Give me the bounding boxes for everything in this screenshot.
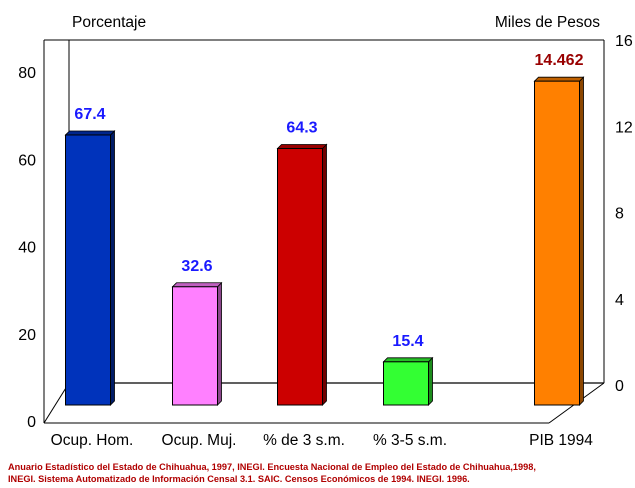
bar-side-face [110,130,115,406]
bar-data-label: 15.4 [392,333,423,350]
category-label: % 3-5 s.m. [373,432,447,449]
bar [534,80,580,406]
text-layer: 0 20 40 60 80 0 4 8 12 16 Porcentaje Miles de Pesos… [18,14,633,449]
bar-side-face [322,143,327,406]
source-note-line-2: INEGI. Sistema Automatizado de Informaci… [8,474,470,484]
bar [65,134,111,406]
bars-layer [64,76,585,406]
bar-data-label: 64.3 [286,119,317,136]
bar-data-label: 32.6 [181,258,212,275]
right-axis-title: Miles de Pesos [495,14,600,31]
category-label: Ocup. Muj. [162,432,237,449]
bar-top-face [276,144,328,149]
left-axis-tick-label: 20 [18,327,36,344]
left-axis-tick-label: 80 [18,65,36,82]
bar-data-label: 67.4 [74,106,105,123]
left-axis-tick-label: 0 [27,414,36,431]
right-axis-tick-label: 8 [615,206,624,223]
source-note-line-1: Anuario Estadístico del Estado de Chihua… [8,462,536,472]
category-label: % de 3 s.m. [263,432,345,449]
left-axis-title: Porcentaje [72,14,146,31]
bar-side-face [217,281,222,406]
bar [172,286,218,406]
bar [383,361,429,406]
bar-top-face [64,130,116,136]
bar-data-label: 14.462 [535,52,584,69]
bar-top-face [533,76,585,82]
left-axis-tick-label: 40 [18,240,36,257]
right-axis-tick-label: 4 [615,292,624,309]
category-label: PIB 1994 [529,432,593,449]
bar-side-face [579,76,584,406]
plot-frame [43,39,605,424]
bar-side-face [428,356,433,406]
bar [277,147,323,406]
right-axis-tick-label: 0 [615,378,624,395]
category-label: Ocup. Hom. [51,432,134,449]
bar-top-face [171,282,223,288]
left-axis-tick-label: 60 [18,152,36,169]
right-axis-tick-label: 12 [615,119,633,136]
right-axis-tick-label: 16 [615,33,633,50]
floor-left-edge [43,382,70,424]
bar-top-face [382,357,434,363]
